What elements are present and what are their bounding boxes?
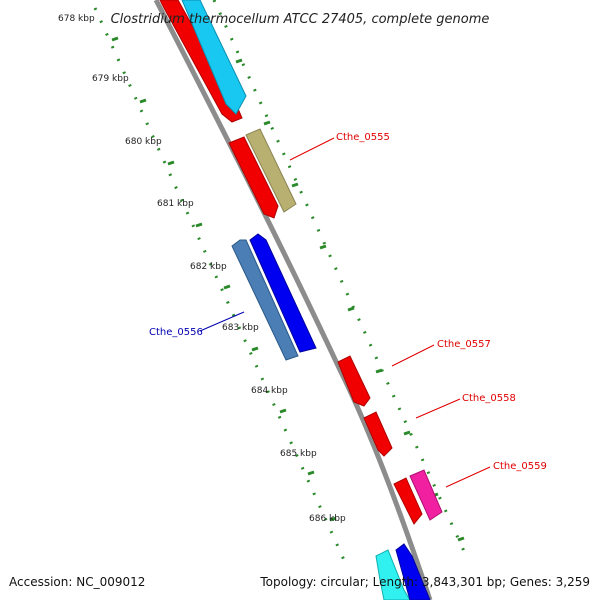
gene-label-cthe-0555[interactable]: Cthe_0555 bbox=[336, 132, 390, 143]
tick-label-679: 679 kbp bbox=[92, 74, 129, 84]
gene-label-cthe-0558[interactable]: Cthe_0558 bbox=[462, 393, 516, 404]
gene-magenta-cthe-0559[interactable] bbox=[409, 469, 443, 521]
tick-label-681: 681 kbp bbox=[157, 199, 194, 209]
gene-steelblue-cthe-0556[interactable] bbox=[231, 239, 299, 361]
label-leader-lines bbox=[199, 137, 491, 488]
tick-label-686: 686 kbp bbox=[309, 514, 346, 524]
gene-lightcyan-bottom[interactable] bbox=[375, 549, 411, 600]
tick-label-683: 683 kbp bbox=[222, 323, 259, 333]
tick-label-678: 678 kbp bbox=[58, 14, 95, 24]
inner-dotted-track bbox=[93, 7, 346, 561]
genome-backbone bbox=[153, 0, 433, 600]
tick-label-684: 684 kbp bbox=[251, 386, 288, 396]
gene-red-0559a[interactable] bbox=[393, 477, 423, 525]
accession-label: Accession: NC_009012 bbox=[9, 575, 145, 589]
gene-olive-cthe-0555[interactable] bbox=[245, 128, 297, 213]
tick-label-685: 685 kbp bbox=[280, 449, 317, 459]
topology-label: Topology: circular; Length: 3,843,301 bp… bbox=[259, 575, 590, 589]
tick-label-682: 682 kbp bbox=[190, 262, 227, 272]
gene-red-0554[interactable] bbox=[228, 136, 279, 219]
gene-red-cthe-0557[interactable] bbox=[337, 355, 371, 407]
map-title: Clostridium thermocellum ATCC 27405, com… bbox=[111, 12, 490, 27]
inner-tick-marks bbox=[111, 36, 337, 522]
gene-blue-bottom[interactable] bbox=[395, 543, 431, 600]
gene-label-cthe-0559[interactable]: Cthe_0559 bbox=[493, 461, 547, 472]
gene-blue-0556b[interactable] bbox=[249, 233, 317, 353]
gene-cyan-top[interactable] bbox=[181, 0, 247, 115]
tick-label-680: 680 kbp bbox=[125, 137, 162, 147]
gene-label-cthe-0557[interactable]: Cthe_0557 bbox=[437, 339, 491, 350]
gene-red-cthe-0558[interactable] bbox=[363, 411, 393, 457]
gene-label-cthe-0556[interactable]: Cthe_0556 bbox=[149, 327, 203, 338]
